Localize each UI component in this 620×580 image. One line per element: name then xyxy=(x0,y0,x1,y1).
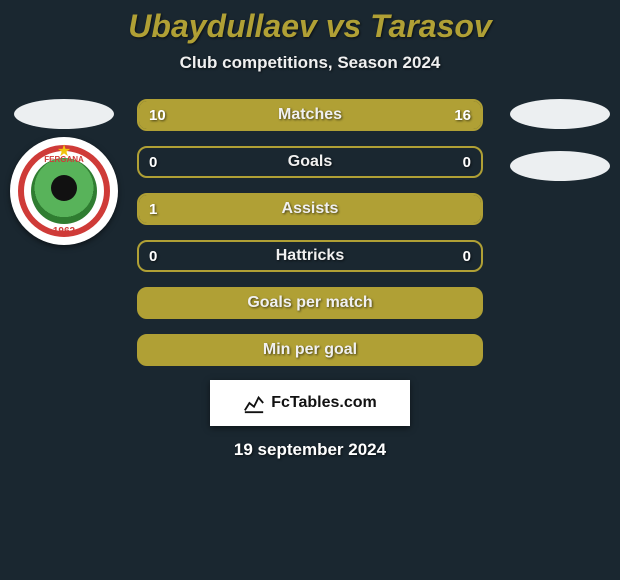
stat-bar-min-per-goal: Min per goal xyxy=(137,334,483,366)
player-left-column: ★ FERGANA 1962 xyxy=(10,99,118,245)
page-subtitle: Club competitions, Season 2024 xyxy=(0,53,620,73)
stat-goals-per-match-label: Goals per match xyxy=(247,294,372,312)
page-title: Ubaydullaev vs Tarasov xyxy=(0,0,620,45)
stat-bar-assists: 1 Assists xyxy=(137,193,483,225)
comparison-content: ★ FERGANA 1962 10 Matches 16 0 Goals 0 1 xyxy=(0,99,620,460)
stat-bar-goals-per-match: Goals per match xyxy=(137,287,483,319)
stat-matches-right: 16 xyxy=(454,107,471,124)
player-right-avatar-placeholder xyxy=(510,99,610,129)
club-badge-ball-icon xyxy=(51,175,77,201)
stat-goals-label: Goals xyxy=(288,153,332,171)
stat-bar-matches: 10 Matches 16 xyxy=(137,99,483,131)
club-badge-year: 1962 xyxy=(53,226,75,237)
stat-bar-goals: 0 Goals 0 xyxy=(137,146,483,178)
stat-bar-hattricks: 0 Hattricks 0 xyxy=(137,240,483,272)
stat-matches-left: 10 xyxy=(149,107,166,124)
stat-bars: 10 Matches 16 0 Goals 0 1 Assists 0 Hatt… xyxy=(137,99,483,366)
stat-hattricks-label: Hattricks xyxy=(276,247,344,265)
stat-matches-label: Matches xyxy=(278,106,342,124)
stat-goals-right: 0 xyxy=(463,154,471,171)
player-left-avatar-placeholder xyxy=(14,99,114,129)
player-right-column xyxy=(510,99,610,181)
club-badge-top-text: FERGANA xyxy=(44,155,84,164)
stat-min-per-goal-label: Min per goal xyxy=(263,341,357,359)
fctables-logo-icon xyxy=(243,392,265,414)
stat-hattricks-left: 0 xyxy=(149,248,157,265)
branding-text: FcTables.com xyxy=(271,394,377,412)
player-right-club-placeholder xyxy=(510,151,610,181)
player-left-club-badge: ★ FERGANA 1962 xyxy=(10,137,118,245)
date-text: 19 september 2024 xyxy=(0,440,620,460)
stat-hattricks-right: 0 xyxy=(463,248,471,265)
stat-goals-left: 0 xyxy=(149,154,157,171)
branding-card[interactable]: FcTables.com xyxy=(210,380,410,426)
stat-assists-label: Assists xyxy=(282,200,339,218)
stat-assists-left: 1 xyxy=(149,201,157,218)
